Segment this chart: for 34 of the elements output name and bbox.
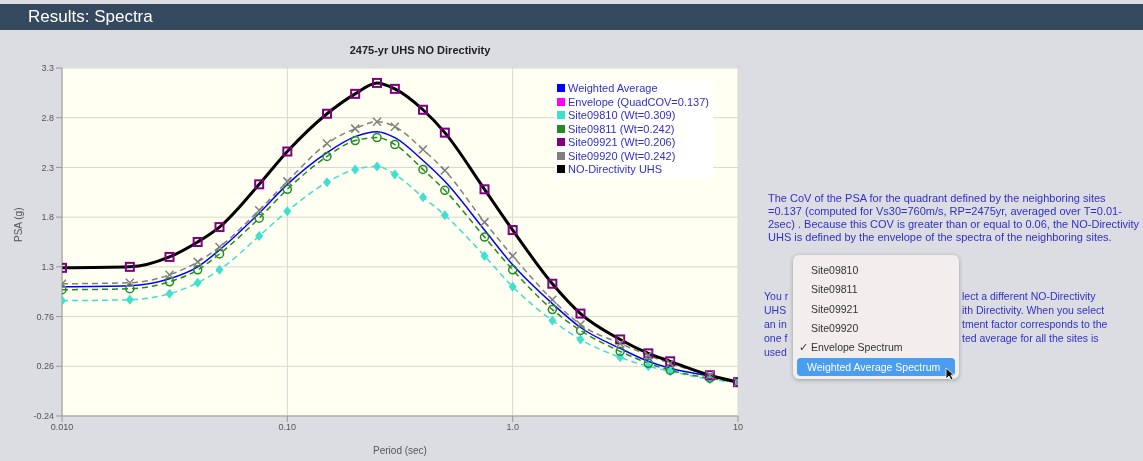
text: ith Directivity. When you select	[962, 304, 1105, 316]
x-tick-label: 10	[732, 422, 744, 433]
y-tick-label: 2.3	[41, 162, 54, 173]
y-tick-label: -0.24	[33, 411, 54, 422]
text: UHS	[764, 304, 787, 316]
text: The CoV of the PSA for the quadrant defined by the neighboring sites =0.137 (computed for Vs30=760m/s, RP=2475yr, averaged over T=0.01-2sec) . Because this COV is greater than or equal to 0.06, the NO-Directivity UHS is defined by the envelope of the spectra of the neighboring sites.	[768, 192, 1140, 244]
text: Results: Spectra	[0, 4, 1143, 30]
y-tick-label: 2.8	[41, 112, 54, 123]
y-tick-label: 1.3	[41, 262, 54, 273]
legend-label: Weighted Average	[567, 82, 659, 96]
y-tick-label: 0.26	[36, 361, 54, 372]
legend-label: NO-Directivity UHS	[567, 163, 664, 177]
text: an in	[764, 318, 787, 330]
legend-label: Site09810 (Wt=0.309)	[567, 109, 677, 123]
text: ted average for all the sites is	[962, 332, 1099, 344]
text: one f	[764, 332, 788, 344]
x-tick-label: 1.0	[506, 422, 519, 433]
y-tick-label: 3.3	[41, 63, 54, 74]
y-axis-title: PSA (g)	[12, 207, 24, 242]
dropdown-menu: Site09810 Site09811 Site09921 Site09920 ✓ Envelope Spectrum Weighted Average Spectrum	[793, 255, 959, 379]
x-tick-label: 0.10	[278, 422, 297, 433]
legend-label: Site09920 (Wt=0.242)	[567, 149, 677, 163]
x-axis-title: Period (sec)	[373, 445, 427, 456]
y-tick-label: 0.76	[36, 311, 54, 322]
y-tick-label: 1.8	[41, 212, 54, 223]
legend-label: Site09921 (Wt=0.206)	[567, 136, 677, 150]
chart-title: 2475-yr UHS NO Directivity	[348, 44, 492, 56]
text: lect a different NO-Directivity	[962, 290, 1096, 302]
legend-label: Site09811 (Wt=0.242)	[567, 122, 676, 136]
x-tick-label: 0.010	[50, 422, 74, 433]
text: tment factor corresponds to the	[962, 318, 1108, 330]
text: You r	[764, 290, 789, 302]
text: used	[764, 346, 787, 358]
legend-label: Envelope (QuadCOV=0.137)	[567, 95, 709, 109]
